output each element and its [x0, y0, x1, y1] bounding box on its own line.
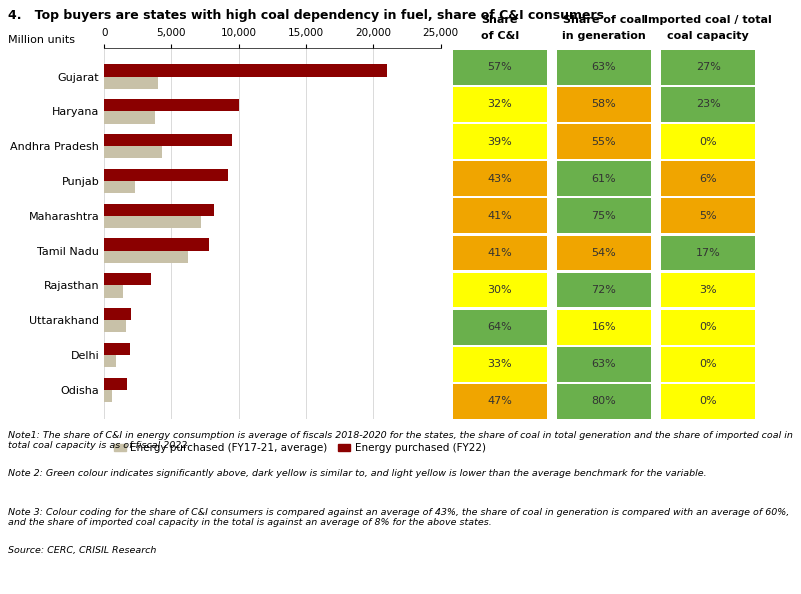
Text: Source: CERC, CRISIL Research: Source: CERC, CRISIL Research — [8, 546, 156, 555]
Text: 6%: 6% — [699, 173, 717, 184]
Text: Share of coal: Share of coal — [563, 15, 645, 25]
Text: 63%: 63% — [592, 359, 616, 369]
Text: 64%: 64% — [488, 322, 512, 332]
Text: Share: Share — [481, 15, 518, 25]
Text: 23%: 23% — [696, 99, 720, 109]
Text: 55%: 55% — [592, 137, 616, 147]
Bar — [104, 378, 127, 390]
Bar — [104, 111, 155, 124]
Bar — [104, 77, 158, 89]
Text: Million units: Million units — [8, 34, 75, 45]
Text: 47%: 47% — [487, 396, 513, 406]
Text: 3%: 3% — [699, 285, 717, 295]
Text: 58%: 58% — [592, 99, 616, 109]
Text: Imported coal / total: Imported coal / total — [644, 15, 772, 25]
Text: 17%: 17% — [696, 248, 720, 258]
Text: 75%: 75% — [592, 211, 616, 221]
Bar — [104, 204, 215, 216]
Text: 54%: 54% — [592, 248, 616, 258]
Bar — [104, 216, 201, 228]
Text: 0%: 0% — [699, 137, 717, 147]
Text: 41%: 41% — [488, 211, 512, 221]
Text: 0%: 0% — [699, 396, 717, 406]
Text: 61%: 61% — [592, 173, 616, 184]
Bar — [104, 343, 130, 355]
Text: 41%: 41% — [488, 248, 512, 258]
Bar — [104, 390, 112, 402]
Bar — [104, 308, 131, 320]
Bar — [104, 181, 135, 193]
Bar — [104, 285, 123, 298]
Text: 5%: 5% — [699, 211, 717, 221]
Text: coal capacity: coal capacity — [667, 31, 749, 41]
Text: 43%: 43% — [488, 173, 512, 184]
Text: 63%: 63% — [592, 62, 616, 72]
Bar — [104, 273, 151, 285]
Text: in generation: in generation — [562, 31, 646, 41]
Text: 80%: 80% — [592, 396, 616, 406]
Legend: Energy purchased (FY17-21, average), Energy purchased (FY22): Energy purchased (FY17-21, average), Ene… — [110, 439, 489, 457]
Bar — [104, 99, 239, 111]
Text: Note 3: Colour coding for the share of C&I consumers is compared against an aver: Note 3: Colour coding for the share of C… — [8, 508, 789, 527]
Text: 27%: 27% — [695, 62, 721, 72]
Text: Note 2: Green colour indicates significantly above, dark yellow is similar to, a: Note 2: Green colour indicates significa… — [8, 469, 706, 478]
Bar — [104, 169, 228, 181]
Text: 57%: 57% — [488, 62, 512, 72]
Text: of C&I: of C&I — [481, 31, 519, 41]
Text: 0%: 0% — [699, 359, 717, 369]
Text: 30%: 30% — [488, 285, 512, 295]
Bar — [104, 320, 126, 332]
Text: 32%: 32% — [488, 99, 512, 109]
Text: 4.   Top buyers are states with high coal dependency in fuel, share of C&I consu: 4. Top buyers are states with high coal … — [8, 9, 604, 22]
Text: 33%: 33% — [488, 359, 512, 369]
Text: 39%: 39% — [488, 137, 512, 147]
Bar — [104, 146, 162, 159]
Text: Note1: The share of C&I in energy consumption is average of fiscals 2018-2020 fo: Note1: The share of C&I in energy consum… — [8, 431, 793, 450]
Bar — [104, 134, 232, 146]
Text: 16%: 16% — [592, 322, 616, 332]
Bar — [104, 64, 387, 77]
Bar — [104, 355, 116, 367]
Text: 72%: 72% — [591, 285, 617, 295]
Text: 0%: 0% — [699, 322, 717, 332]
Bar — [104, 238, 209, 251]
Bar — [104, 251, 187, 263]
